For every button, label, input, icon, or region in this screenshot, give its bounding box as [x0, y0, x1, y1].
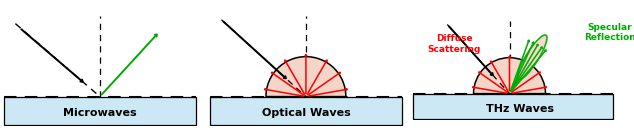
Wedge shape [266, 57, 346, 97]
Text: Microwaves: Microwaves [63, 108, 137, 118]
FancyBboxPatch shape [210, 97, 402, 125]
FancyBboxPatch shape [4, 97, 196, 125]
Wedge shape [474, 58, 545, 94]
FancyBboxPatch shape [413, 94, 613, 119]
Text: THz Waves: THz Waves [486, 104, 554, 114]
Text: Optical Waves: Optical Waves [262, 108, 350, 118]
Ellipse shape [517, 35, 547, 79]
Text: Specular
Reflection: Specular Reflection [584, 23, 634, 42]
Text: Diffuse
Scattering: Diffuse Scattering [427, 34, 481, 53]
